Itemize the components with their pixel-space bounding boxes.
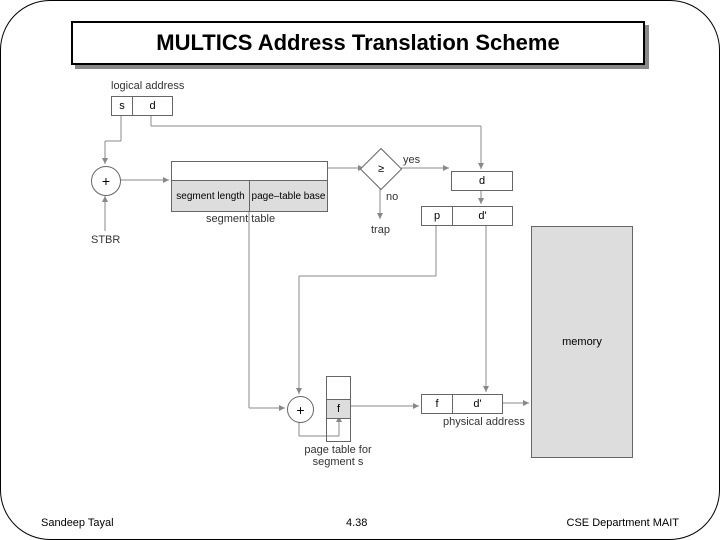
diagram-area: logical address s d + STBR segment lengt… xyxy=(71,76,651,506)
p-cell: p xyxy=(422,207,453,225)
f-cell: f xyxy=(326,399,351,419)
f2-cell: f xyxy=(422,395,453,413)
dprime2-cell: d' xyxy=(453,395,502,413)
yes-label: yes xyxy=(403,154,420,166)
footer-left: Sandeep Tayal xyxy=(41,517,114,529)
title-container: MULTICS Address Translation Scheme xyxy=(71,21,645,65)
adder-1: + xyxy=(91,166,121,196)
memory-block: memory xyxy=(531,226,633,458)
slide-frame: MULTICS Address Translation Scheme Sande… xyxy=(0,0,720,540)
footer-mid: 4.38 xyxy=(346,517,367,529)
page-table-label: page table for segment s xyxy=(303,444,373,468)
dprime-cell: d' xyxy=(453,207,512,225)
no-label: no xyxy=(386,191,398,203)
seg-length-cell: segment length xyxy=(172,181,250,211)
segment-table: segment length page–table base xyxy=(171,161,328,212)
stbr-label: STBR xyxy=(91,234,120,246)
segment-table-label: segment table xyxy=(206,213,275,225)
page-title: MULTICS Address Translation Scheme xyxy=(156,30,559,56)
pt-base-cell: page–table base xyxy=(250,181,327,211)
trap-label: trap xyxy=(371,224,390,236)
footer-right: CSE Department MAIT xyxy=(567,517,679,529)
ge-label: ≥ xyxy=(378,163,384,175)
adder-2: + xyxy=(287,396,314,423)
fd-box: f d' xyxy=(421,394,503,414)
d-cell: d xyxy=(133,97,172,115)
page-table: f xyxy=(326,376,351,442)
logical-address-label: logical address xyxy=(111,80,184,92)
pd-box: p d' xyxy=(421,206,513,226)
s-cell: s xyxy=(112,97,133,115)
logical-address-box: s d xyxy=(111,96,173,116)
d-box: d xyxy=(451,171,513,191)
physical-address-label: physical address xyxy=(443,416,525,428)
